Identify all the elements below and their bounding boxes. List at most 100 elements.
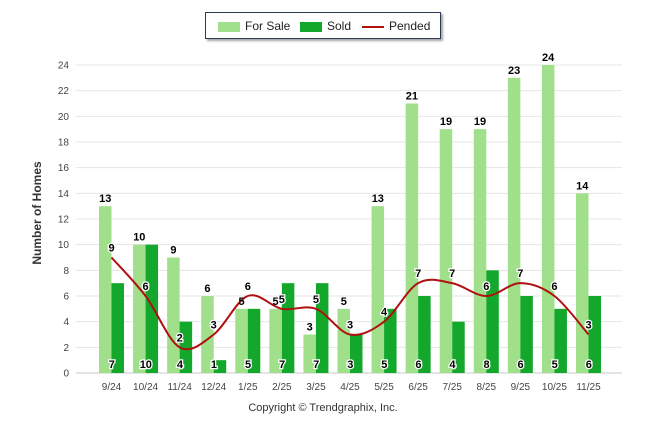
bar-for-sale: [269, 308, 282, 373]
y-tick-label: 24: [58, 61, 70, 72]
legend-swatch-for-sale: [218, 21, 240, 32]
data-label-for-sale: 10: [133, 232, 145, 244]
data-label-pended: 7: [517, 268, 523, 280]
data-label-for-sale: 13: [372, 193, 384, 205]
y-tick-label: 0: [63, 369, 69, 380]
y-tick-label: 22: [58, 86, 70, 97]
bar-sold: [520, 296, 533, 373]
x-tick-labels: 9/24 10/24 11/24 12/24 1/25 2/25 3/25 4/25 5/25 6…: [102, 382, 601, 393]
bar-for-sale: [405, 103, 419, 373]
legend-label-sold: Sold: [327, 19, 352, 33]
bar-sold: [452, 321, 465, 373]
x-tick-label: 2/25: [272, 382, 292, 393]
bar-sold: [145, 244, 159, 373]
y-tick-label: 12: [58, 215, 70, 226]
legend-item-for-sale[interactable]: For Sale: [218, 19, 290, 33]
bars: [99, 65, 601, 373]
data-label-pended: 2: [177, 332, 183, 344]
data-label-sold: 8: [483, 359, 489, 371]
bar-for-sale: [337, 308, 350, 373]
y-tick-label: 18: [58, 138, 70, 149]
pended-line: [110, 256, 590, 351]
data-label-for-sale: 13: [99, 193, 111, 205]
bar-for-sale: [439, 129, 453, 373]
legend-swatch-pended: [362, 25, 384, 28]
data-label-for-sale: 3: [307, 322, 313, 334]
data-label-pended: 7: [449, 268, 455, 280]
data-label-pended: 6: [551, 281, 557, 293]
legend-label-pended: Pended: [389, 19, 431, 33]
data-label-pended: 3: [211, 320, 217, 332]
data-label-for-sale: 5: [341, 296, 347, 308]
data-label-sold: 6: [415, 359, 421, 371]
bar-sold: [588, 296, 601, 373]
data-label-for-sale: 23: [508, 65, 520, 77]
bar-sold: [350, 334, 363, 373]
data-label-pended: 5: [313, 294, 319, 306]
bar-for-sale: [371, 206, 385, 373]
data-label-sold: 7: [313, 359, 319, 371]
pended-line-group: [110, 256, 590, 351]
data-label-for-sale: 5: [273, 296, 279, 308]
x-tick-label: 10/25: [542, 382, 567, 393]
x-tick-label: 9/24: [102, 382, 122, 393]
y-tick-label: 14: [58, 189, 70, 200]
data-label-sold: 4: [449, 359, 456, 371]
data-label-for-sale: 9: [170, 245, 176, 257]
legend: For Sale Sold Pended: [205, 12, 441, 39]
data-label-sold: 7: [109, 359, 115, 371]
x-tick-label: 5/25: [374, 382, 394, 393]
data-label-pended: 6: [245, 281, 251, 293]
bar-sold: [179, 321, 193, 373]
bar-for-sale: [235, 308, 248, 373]
bar-sold: [554, 308, 567, 373]
data-label-sold: 6: [518, 359, 524, 371]
data-label-for-sale: 24: [542, 52, 555, 64]
data-label-sold: 1: [211, 359, 217, 371]
data-label-sold: 5: [381, 359, 387, 371]
data-label-sold: 3: [347, 359, 353, 371]
data-label-sold: 7: [279, 359, 285, 371]
x-tick-label: 6/25: [408, 382, 428, 393]
bar-for-sale: [541, 65, 555, 373]
data-label-for-sale: 5: [238, 296, 244, 308]
data-label-pended: 3: [347, 320, 353, 332]
x-tick-label: 3/25: [306, 382, 326, 393]
data-labels: 1371010946155573753135216194198236245146…: [99, 52, 593, 372]
legend-item-sold[interactable]: Sold: [300, 19, 351, 33]
data-label-sold: 5: [552, 359, 558, 371]
data-label-pended: 7: [415, 268, 421, 280]
bar-sold: [315, 283, 329, 373]
y-tick-label: 10: [58, 240, 70, 251]
x-tick-label: 7/25: [442, 382, 462, 393]
x-tick-label: 12/24: [201, 382, 226, 393]
x-tick-label: 8/25: [477, 382, 497, 393]
data-label-sold: 10: [140, 359, 152, 371]
data-label-for-sale: 6: [204, 283, 210, 295]
bar-for-sale: [201, 296, 214, 373]
y-tick-label: 6: [63, 292, 69, 303]
y-tick-label: 8: [63, 266, 69, 277]
bar-for-sale: [99, 206, 112, 373]
y-tick-label: 4: [63, 317, 69, 328]
legend-label-for-sale: For Sale: [245, 19, 291, 33]
y-tick-label: 16: [58, 163, 70, 174]
data-label-pended: 3: [585, 320, 591, 332]
gridlines: [76, 64, 622, 374]
legend-item-pended[interactable]: Pended: [362, 19, 430, 33]
data-label-pended: 6: [143, 281, 149, 293]
data-label-pended: 6: [483, 281, 489, 293]
x-tick-label: 11/24: [167, 382, 192, 393]
bar-for-sale: [167, 257, 180, 373]
bar-for-sale: [303, 334, 316, 373]
data-label-pended: 9: [108, 243, 114, 255]
data-label-sold: 5: [245, 359, 251, 371]
y-axis-label: Number of Homes: [30, 161, 44, 265]
x-tick-label: 11/25: [576, 382, 601, 393]
bar-for-sale: [576, 193, 589, 373]
bar-for-sale: [473, 129, 487, 373]
data-label-pended: 4: [381, 307, 388, 319]
copyright-footer: Copyright © Trendgraphix, Inc.: [248, 402, 398, 414]
